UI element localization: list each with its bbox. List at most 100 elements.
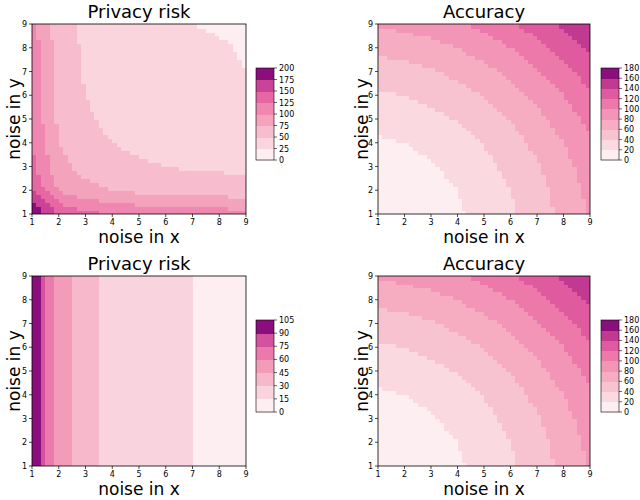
contour-cell [130,79,135,84]
contour-cell [68,79,73,84]
contour-cell [193,127,198,132]
contour-cell [54,143,59,148]
contour-cell [126,119,131,124]
contour-cell [94,87,99,92]
contour-cell [215,182,220,187]
contour-cell [45,131,50,136]
contour-cell [143,95,148,100]
contour-cell [135,123,140,128]
contour-cell [215,56,220,61]
contour-cell [184,87,189,92]
contour-cell [210,99,215,104]
contour-cell [197,60,202,65]
contour-cell [135,91,140,96]
contour-cell [197,190,202,195]
contour-cell [94,95,99,100]
contour-cell [45,56,50,61]
contour-cell [179,91,184,96]
contour-cell [179,194,184,199]
contour-cell [112,68,117,73]
contour-cell [63,79,68,84]
contour-cell [117,79,122,84]
contour-cell [68,123,73,128]
contour-cell [219,155,224,160]
contour-cell [68,103,73,108]
contour-cell [77,91,82,96]
contour-cell [148,155,153,160]
figure: 123456789123456789Privacy risknoise in x… [0,0,640,500]
contour-cell [117,127,122,132]
contour-cell [135,64,140,69]
contour-cell [54,194,59,199]
contour-cell [197,119,202,124]
contour-cell [45,147,50,152]
contour-cell [117,52,122,57]
contour-cell [215,107,220,112]
contour-cell [50,75,55,80]
contour-cell [166,194,171,199]
contour-cell [41,143,46,148]
contour-cell [72,60,77,65]
contour-cell [99,91,104,96]
contour-cell [233,190,238,195]
contour-cell [135,115,140,120]
contour-cell [206,159,211,164]
contour-cell [121,147,126,152]
contour-cell [90,111,95,116]
contour-cell [184,52,189,57]
contour-cell [161,95,166,100]
contour-cell [117,83,122,88]
contour-cell [81,91,86,96]
contour-cell [86,159,91,164]
contour-cell [166,91,171,96]
contour-cell [130,95,135,100]
contour-cell [117,111,122,116]
contour-cell [143,143,148,148]
contour-cell [210,151,215,156]
contour-cell [224,131,229,136]
contour-cell [94,202,99,207]
contour-fill [32,24,246,214]
contour-cell [103,147,108,152]
contour-cell [103,115,108,120]
contour-cell [72,186,77,191]
contour-cell [94,206,99,211]
contour-cell [148,119,153,124]
contour-cell [152,99,157,104]
contour-cell [112,139,117,144]
contour-cell [152,79,157,84]
contour-cell [170,56,175,61]
contour-cell [63,107,68,112]
contour-cell [103,83,108,88]
contour-cell [219,119,224,124]
contour-cell [121,163,126,168]
contour-cell [63,119,68,124]
contour-cell [219,95,224,100]
contour-cell [59,178,64,183]
contour-cell [63,91,68,96]
contour-cell [228,111,233,116]
contour-cell [206,198,211,203]
contour-cell [166,48,171,53]
contour-cell [36,163,41,168]
contour-cell [201,202,206,207]
contour-cell [237,151,242,156]
contour-cell [41,190,46,195]
contour-cell [210,135,215,140]
contour-cell [68,147,73,152]
contour-cell [201,79,206,84]
contour-cell [99,139,104,144]
contour-cell [184,56,189,61]
contour-cell [161,163,166,168]
contour-cell [36,83,41,88]
contour-cell [121,60,126,65]
contour-cell [215,72,220,77]
contour-cell [193,99,198,104]
contour-cell [68,83,73,88]
contour-cell [68,64,73,69]
contour-cell [94,143,99,148]
contour-cell [63,99,68,104]
contour-cell [86,60,91,65]
contour-cell [117,143,122,148]
contour-cell [45,107,50,112]
